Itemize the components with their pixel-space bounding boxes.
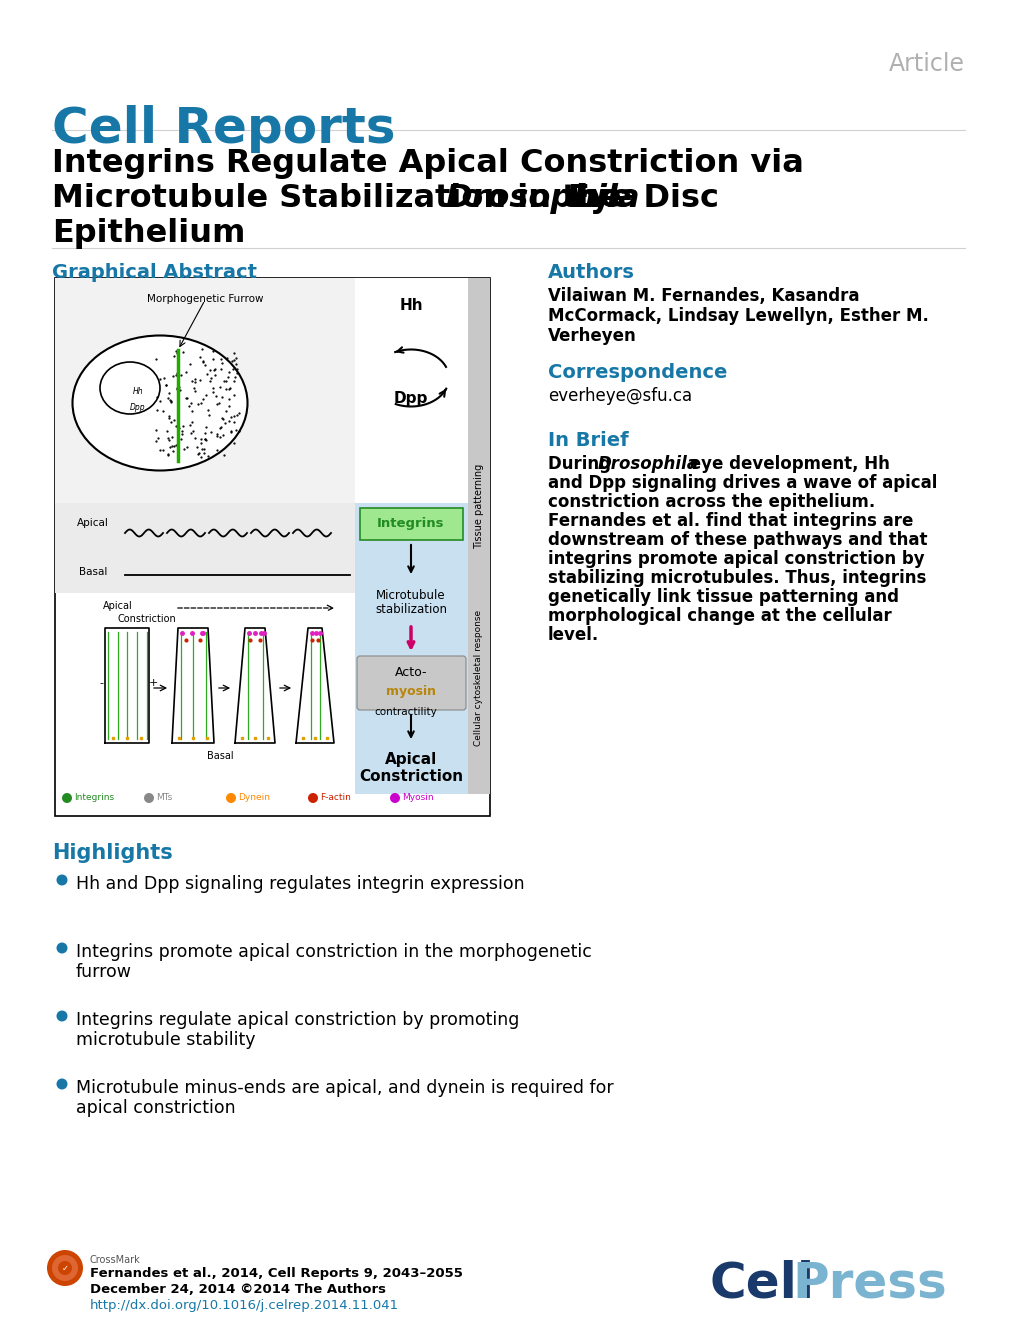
Text: apical constriction: apical constriction <box>76 1099 235 1117</box>
Text: Cellular cytoskeletal response: Cellular cytoskeletal response <box>474 610 483 745</box>
Text: In Brief: In Brief <box>547 432 628 450</box>
Text: level.: level. <box>547 626 599 643</box>
Text: Article: Article <box>889 52 964 75</box>
Text: Cell Reports: Cell Reports <box>52 105 395 154</box>
Text: Integrins promote apical constriction in the morphogenetic: Integrins promote apical constriction in… <box>76 943 591 961</box>
Ellipse shape <box>100 361 160 414</box>
Text: eye development, Hh: eye development, Hh <box>684 455 889 473</box>
Circle shape <box>52 1255 77 1282</box>
Text: http://dx.doi.org/10.1016/j.celrep.2014.11.041: http://dx.doi.org/10.1016/j.celrep.2014.… <box>90 1299 398 1312</box>
Text: Hh: Hh <box>132 387 144 396</box>
Text: Constriction: Constriction <box>359 769 463 784</box>
Circle shape <box>62 793 72 802</box>
Bar <box>360 508 463 540</box>
Text: Dynein: Dynein <box>237 793 270 802</box>
Bar <box>55 278 355 503</box>
Text: F-actin: F-actin <box>320 793 351 802</box>
Circle shape <box>47 1250 83 1286</box>
Text: Cell: Cell <box>709 1260 814 1308</box>
Text: ✓: ✓ <box>61 1263 68 1272</box>
Text: integrins promote apical constriction by: integrins promote apical constriction by <box>547 549 923 568</box>
Text: Drosophila: Drosophila <box>444 183 639 214</box>
Text: Verheyen: Verheyen <box>547 327 636 346</box>
Text: McCormack, Lindsay Lewellyn, Esther M.: McCormack, Lindsay Lewellyn, Esther M. <box>547 307 928 324</box>
Text: Press: Press <box>791 1260 946 1308</box>
Circle shape <box>389 793 399 802</box>
Text: downstream of these pathways and that: downstream of these pathways and that <box>547 531 926 549</box>
Text: stabilization: stabilization <box>375 602 446 616</box>
Text: Myosin: Myosin <box>401 793 433 802</box>
Text: Acto-: Acto- <box>394 666 427 679</box>
Ellipse shape <box>72 335 248 470</box>
Circle shape <box>308 793 318 802</box>
Text: Fernandes et al. find that integrins are: Fernandes et al. find that integrins are <box>547 512 912 530</box>
Text: Hh: Hh <box>398 298 423 312</box>
Text: Morphogenetic Furrow: Morphogenetic Furrow <box>147 294 263 305</box>
Text: Dpp: Dpp <box>130 404 146 413</box>
Text: Vilaiwan M. Fernandes, Kasandra: Vilaiwan M. Fernandes, Kasandra <box>547 287 859 305</box>
Bar <box>55 503 355 593</box>
Text: stabilizing microtubules. Thus, integrins: stabilizing microtubules. Thus, integrin… <box>547 569 925 587</box>
Circle shape <box>56 943 67 953</box>
Circle shape <box>144 793 154 802</box>
Text: During: During <box>547 455 616 473</box>
Text: everheye@sfu.ca: everheye@sfu.ca <box>547 387 692 405</box>
Text: Integrins: Integrins <box>74 793 114 802</box>
Text: Integrins: Integrins <box>377 518 444 531</box>
Text: myosin: myosin <box>385 685 435 698</box>
Bar <box>55 278 489 816</box>
Text: Microtubule minus-ends are apical, and dynein is required for: Microtubule minus-ends are apical, and d… <box>76 1079 613 1098</box>
Bar <box>355 503 468 794</box>
Text: Dpp▲ Dpp▲: Dpp▲ Dpp▲ <box>117 377 123 418</box>
Text: furrow: furrow <box>76 963 131 981</box>
Text: constriction across the epithelium.: constriction across the epithelium. <box>547 493 874 511</box>
Text: Hh and Dpp signaling regulates integrin expression: Hh and Dpp signaling regulates integrin … <box>76 875 524 892</box>
Bar <box>355 278 468 503</box>
Text: Microtubule Stabilization in the: Microtubule Stabilization in the <box>52 183 632 214</box>
Text: Apical: Apical <box>103 601 132 610</box>
Text: December 24, 2014 ©2014 The Authors: December 24, 2014 ©2014 The Authors <box>90 1283 385 1296</box>
Text: contractility: contractility <box>374 707 437 718</box>
Text: Constriction: Constriction <box>118 614 176 624</box>
Circle shape <box>56 1010 67 1022</box>
Text: MTs: MTs <box>156 793 172 802</box>
Text: Dpp: Dpp <box>393 391 428 406</box>
Text: genetically link tissue patterning and: genetically link tissue patterning and <box>547 588 898 606</box>
Text: Basal: Basal <box>207 751 233 761</box>
Text: Microtubule: Microtubule <box>376 589 445 602</box>
Circle shape <box>58 1260 72 1275</box>
Text: Epithelium: Epithelium <box>52 218 246 249</box>
Text: Graphical Abstract: Graphical Abstract <box>52 263 257 282</box>
Text: +: + <box>148 678 158 688</box>
Text: Highlights: Highlights <box>52 843 172 863</box>
Text: Eye Disc: Eye Disc <box>556 183 718 214</box>
Circle shape <box>56 1079 67 1090</box>
Circle shape <box>56 874 67 886</box>
Text: Authors: Authors <box>547 263 634 282</box>
Text: and Dpp signaling drives a wave of apical: and Dpp signaling drives a wave of apica… <box>547 474 936 493</box>
Text: CrossMark: CrossMark <box>90 1255 141 1264</box>
Bar <box>468 278 489 794</box>
Text: Apical: Apical <box>77 518 109 528</box>
Circle shape <box>226 793 235 802</box>
Text: Drosophila: Drosophila <box>597 455 698 473</box>
Text: Integrins Regulate Apical Constriction via: Integrins Regulate Apical Constriction v… <box>52 148 803 179</box>
Text: Correspondence: Correspondence <box>547 363 727 383</box>
Text: Tissue patterning: Tissue patterning <box>474 463 484 548</box>
Text: morphological change at the cellular: morphological change at the cellular <box>547 606 891 625</box>
Text: Fernandes et al., 2014, Cell Reports 9, 2043–2055: Fernandes et al., 2014, Cell Reports 9, … <box>90 1267 463 1280</box>
Text: microtubule stability: microtubule stability <box>76 1031 255 1049</box>
Text: -: - <box>99 678 103 688</box>
FancyBboxPatch shape <box>357 655 466 710</box>
Text: Integrins regulate apical constriction by promoting: Integrins regulate apical constriction b… <box>76 1012 519 1029</box>
Text: Basal: Basal <box>78 567 107 577</box>
Text: Apical: Apical <box>384 752 437 767</box>
